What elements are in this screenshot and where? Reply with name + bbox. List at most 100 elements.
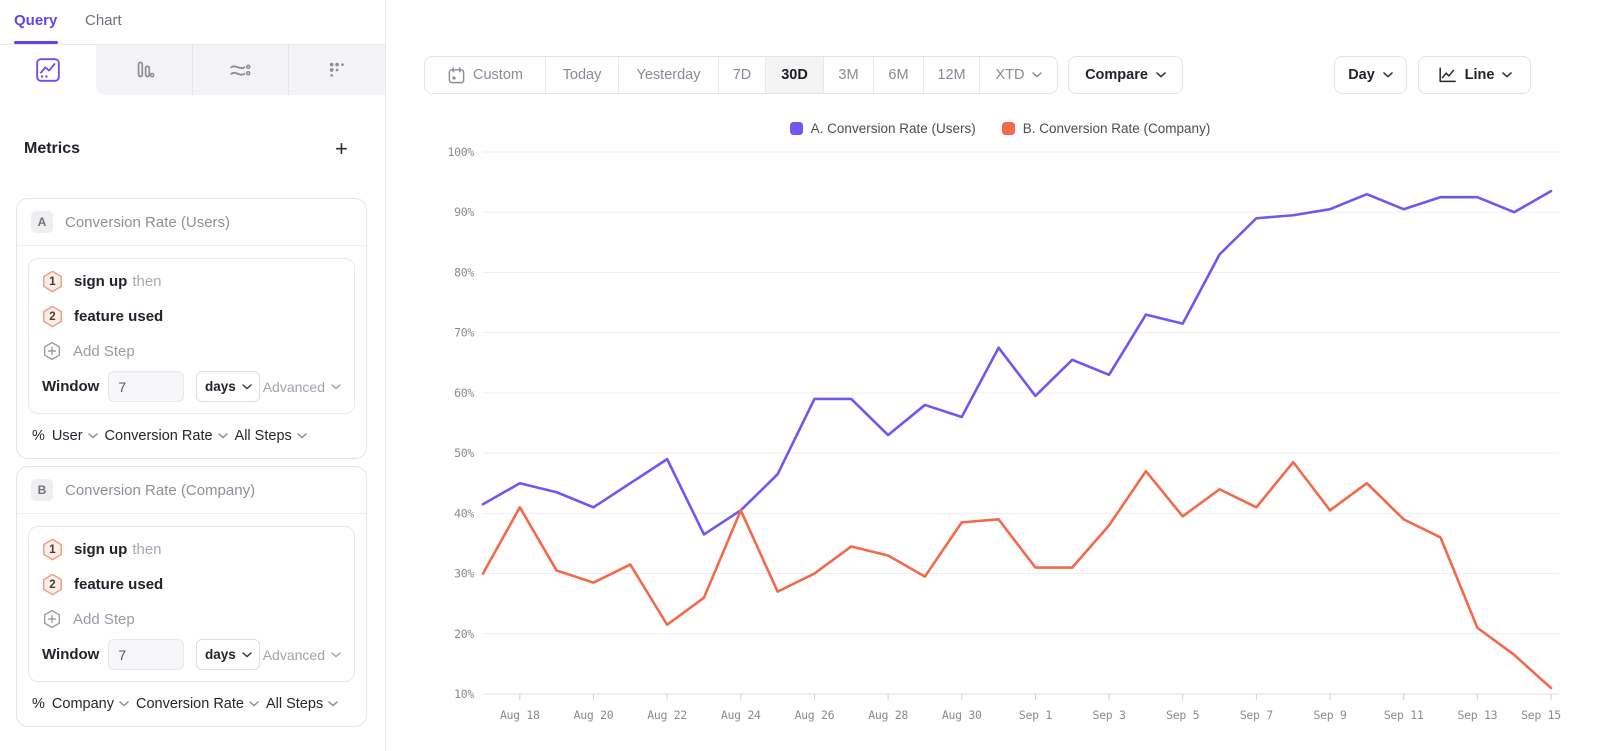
- funnel-step-2[interactable]: 2 feature used: [29, 299, 354, 334]
- svg-text:Sep 11: Sep 11: [1384, 708, 1424, 722]
- metric-title: Conversion Rate (Users): [65, 213, 231, 231]
- range-today[interactable]: Today: [546, 57, 619, 93]
- add-step-button[interactable]: Add Step: [29, 602, 354, 636]
- svg-text:60%: 60%: [454, 386, 474, 400]
- window-value-input[interactable]: [108, 371, 185, 402]
- legend-swatch: [1001, 122, 1015, 135]
- metric-type-dropdown[interactable]: Conversion Rate: [105, 428, 228, 444]
- steps-scope-dropdown[interactable]: All Steps: [235, 428, 307, 444]
- metric-type-dropdown[interactable]: Conversion Rate: [136, 696, 259, 712]
- tab-query[interactable]: Query: [14, 12, 58, 29]
- compare-button[interactable]: Compare: [1068, 56, 1183, 94]
- svg-text:50%: 50%: [454, 446, 474, 460]
- legend-item-a[interactable]: A. Conversion Rate (Users): [789, 121, 976, 136]
- chevron-down-icon: [331, 383, 341, 389]
- funnel-step-2[interactable]: 2 feature used: [29, 567, 354, 602]
- svg-text:80%: 80%: [454, 265, 474, 279]
- hexagon-plus-icon: [44, 341, 60, 361]
- svg-text:90%: 90%: [454, 205, 474, 219]
- svg-text:Sep 1: Sep 1: [1019, 708, 1052, 722]
- funnel-step-1[interactable]: 1 sign up then: [29, 264, 354, 299]
- range-7d[interactable]: 7D: [719, 57, 766, 93]
- svg-text:Aug 24: Aug 24: [721, 708, 761, 722]
- svg-text:Aug 30: Aug 30: [942, 708, 982, 722]
- retention-dots-icon: [329, 62, 344, 77]
- svg-text:100%: 100%: [448, 145, 475, 159]
- window-label: Window: [42, 378, 100, 395]
- flows-icon: [230, 64, 251, 76]
- step-number-badge: 1: [43, 538, 62, 561]
- date-range-picker: Custom Today Yesterday 7D 30D 3M 6M 12M …: [424, 56, 1058, 94]
- svg-text:Aug 26: Aug 26: [795, 708, 835, 722]
- chart-style-dropdown[interactable]: Line: [1418, 56, 1531, 94]
- metric-badge-a: A: [31, 211, 53, 233]
- range-30d-active[interactable]: 30D: [766, 57, 824, 93]
- window-unit-dropdown[interactable]: days: [196, 639, 261, 670]
- add-metric-button[interactable]: +: [335, 136, 348, 161]
- add-step-button[interactable]: Add Step: [29, 334, 354, 368]
- window-value-input[interactable]: [108, 639, 185, 670]
- metric-title: Conversion Rate (Company): [65, 481, 256, 499]
- tab-chart[interactable]: Chart: [85, 12, 122, 29]
- range-yesterday[interactable]: Yesterday: [619, 57, 719, 93]
- svg-text:20%: 20%: [454, 627, 474, 641]
- metric-badge-b: B: [31, 479, 53, 501]
- chevron-down-icon: [217, 433, 228, 439]
- range-custom[interactable]: Custom: [425, 57, 546, 93]
- metric-card-b: B Conversion Rate (Company) 1 sign up th…: [16, 466, 367, 727]
- range-12m[interactable]: 12M: [924, 57, 980, 93]
- svg-text:Sep 3: Sep 3: [1093, 708, 1126, 722]
- legend-item-b[interactable]: B. Conversion Rate (Company): [1001, 121, 1210, 136]
- svg-text:Sep 9: Sep 9: [1313, 708, 1346, 722]
- chevron-down-icon: [1502, 72, 1513, 78]
- entity-dropdown[interactable]: Company: [52, 696, 129, 712]
- chevron-down-icon: [119, 701, 129, 707]
- percent-symbol: %: [32, 428, 45, 444]
- line-chart-icon: [36, 58, 60, 82]
- chart-type-insights-active[interactable]: [0, 45, 96, 95]
- entity-dropdown[interactable]: User: [52, 428, 98, 444]
- calendar-icon: [448, 66, 465, 83]
- svg-text:Aug 28: Aug 28: [868, 708, 908, 722]
- chart-type-switcher: [0, 45, 385, 95]
- step-number-badge: 1: [43, 270, 62, 293]
- chevron-down-icon: [1382, 72, 1393, 78]
- percent-symbol: %: [32, 696, 45, 712]
- advanced-toggle[interactable]: Advanced: [263, 379, 341, 395]
- step-number-badge: 2: [43, 305, 62, 328]
- chevron-down-icon: [297, 433, 307, 439]
- chevron-down-icon: [242, 651, 252, 657]
- metric-card-a: A Conversion Rate (Users) 1 sign up then…: [16, 198, 367, 459]
- svg-text:Sep 7: Sep 7: [1240, 708, 1273, 722]
- svg-text:40%: 40%: [454, 506, 474, 520]
- granularity-dropdown[interactable]: Day: [1334, 56, 1407, 94]
- line-style-icon: [1439, 67, 1456, 83]
- legend-swatch: [789, 122, 803, 135]
- chevron-down-icon: [87, 433, 98, 439]
- chart-legend: A. Conversion Rate (Users) B. Conversion…: [440, 121, 1560, 136]
- window-unit-dropdown[interactable]: days: [196, 371, 261, 402]
- advanced-toggle[interactable]: Advanced: [263, 647, 341, 663]
- chart-type-bar[interactable]: [96, 45, 192, 95]
- funnel-step-1[interactable]: 1 sign up then: [29, 532, 354, 567]
- range-6m[interactable]: 6M: [874, 57, 924, 93]
- svg-text:Sep 5: Sep 5: [1166, 708, 1199, 722]
- active-tab-underline: [14, 41, 58, 44]
- svg-text:Sep 15: Sep 15: [1521, 708, 1561, 722]
- query-sidebar: Query Chart: [0, 0, 386, 751]
- range-3m[interactable]: 3M: [824, 57, 874, 93]
- range-xtd-dropdown[interactable]: XTD: [980, 57, 1057, 93]
- sidebar-tab-bar: Query Chart: [0, 0, 385, 45]
- svg-text:Aug 18: Aug 18: [500, 708, 540, 722]
- chevron-down-icon: [328, 701, 338, 707]
- window-label: Window: [42, 646, 100, 663]
- line-chart: 10% 20% 30% 40% 50% 60% 70% 80% 90% 100% Aug 18 Aug…: [448, 145, 1562, 722]
- bar-chart-icon: [137, 61, 155, 78]
- chart-type-retention[interactable]: [288, 45, 384, 95]
- svg-text:10%: 10%: [454, 687, 474, 701]
- chevron-down-icon: [249, 701, 259, 707]
- steps-scope-dropdown[interactable]: All Steps: [266, 696, 338, 712]
- metrics-heading: Metrics: [24, 140, 81, 157]
- hexagon-plus-icon: [44, 609, 60, 629]
- chart-type-flows[interactable]: [192, 45, 288, 95]
